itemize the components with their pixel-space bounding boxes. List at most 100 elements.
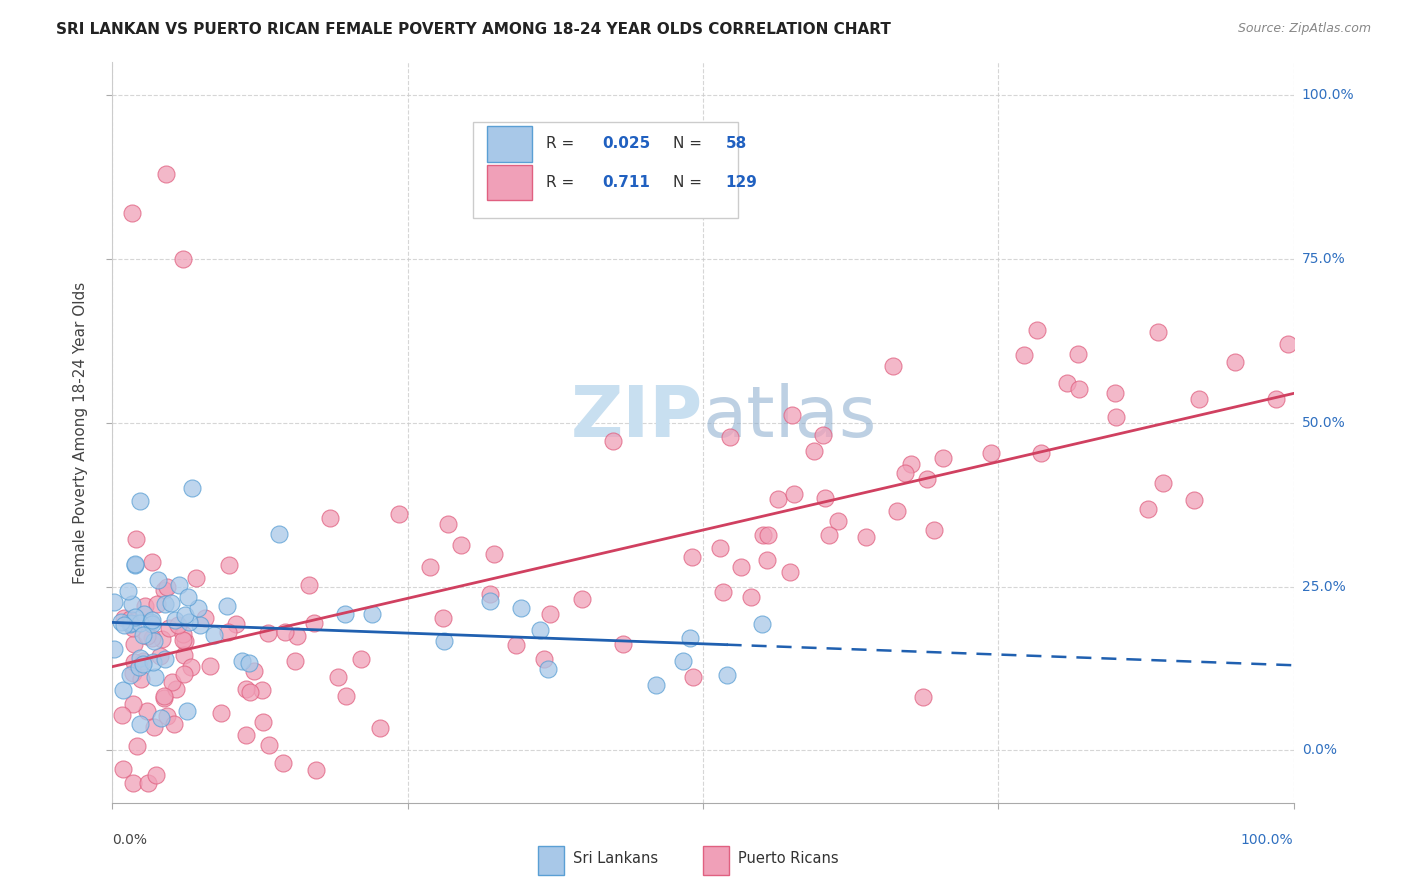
Point xyxy=(121,206,143,220)
Point xyxy=(172,627,194,641)
Point xyxy=(751,616,773,631)
Point xyxy=(142,634,165,648)
Point xyxy=(111,707,134,722)
Point xyxy=(141,555,163,569)
Point xyxy=(533,652,555,666)
Point xyxy=(1067,347,1090,361)
Point xyxy=(1067,382,1090,396)
Point xyxy=(145,768,167,782)
Point xyxy=(198,658,221,673)
Point xyxy=(194,611,217,625)
FancyBboxPatch shape xyxy=(486,126,531,161)
Point xyxy=(165,681,187,696)
Point xyxy=(818,527,841,541)
Point xyxy=(112,611,135,625)
Point xyxy=(120,617,142,632)
Point xyxy=(252,715,274,730)
Point xyxy=(129,672,152,686)
Text: 58: 58 xyxy=(725,136,747,152)
Point xyxy=(135,629,157,643)
Point xyxy=(121,666,143,681)
Point xyxy=(779,565,801,579)
Point xyxy=(285,629,308,643)
FancyBboxPatch shape xyxy=(486,165,531,200)
Point xyxy=(124,557,146,571)
Text: 100.0%: 100.0% xyxy=(1302,88,1354,103)
Point xyxy=(350,652,373,666)
Point xyxy=(231,654,253,668)
Point xyxy=(1136,502,1159,516)
Point xyxy=(235,681,257,696)
Text: 50.0%: 50.0% xyxy=(1302,416,1346,430)
FancyBboxPatch shape xyxy=(703,847,728,875)
Point xyxy=(370,721,392,735)
Point xyxy=(388,507,411,521)
Point xyxy=(150,632,173,647)
Point xyxy=(912,690,935,705)
Point xyxy=(217,625,239,640)
Point xyxy=(302,615,325,630)
Point xyxy=(122,698,145,712)
Text: SRI LANKAN VS PUERTO RICAN FEMALE POVERTY AMONG 18-24 YEAR OLDS CORRELATION CHAR: SRI LANKAN VS PUERTO RICAN FEMALE POVERT… xyxy=(56,22,891,37)
Point xyxy=(886,504,908,518)
FancyBboxPatch shape xyxy=(472,121,738,218)
Point xyxy=(894,466,917,480)
Point xyxy=(150,711,173,725)
Text: 75.0%: 75.0% xyxy=(1302,252,1346,266)
Point xyxy=(298,577,321,591)
Text: R =: R = xyxy=(546,175,583,190)
Point xyxy=(138,776,160,790)
Point xyxy=(335,607,357,622)
Point xyxy=(134,599,156,613)
Point xyxy=(159,596,181,610)
Point xyxy=(172,252,194,266)
Point xyxy=(176,704,198,718)
Point xyxy=(756,553,779,567)
Point xyxy=(432,610,454,624)
Point xyxy=(1182,493,1205,508)
Point xyxy=(1105,409,1128,424)
Point xyxy=(1265,392,1288,406)
Point xyxy=(510,601,533,615)
Point xyxy=(602,434,624,448)
Point xyxy=(1056,376,1078,390)
Point xyxy=(172,633,194,648)
Point xyxy=(1012,348,1035,362)
Point xyxy=(139,615,162,629)
Point xyxy=(1225,355,1247,369)
Point xyxy=(538,607,561,622)
Point xyxy=(156,709,179,723)
Point xyxy=(900,457,922,471)
Point xyxy=(146,598,169,612)
Point xyxy=(128,660,150,674)
Point xyxy=(153,691,176,706)
Point xyxy=(163,613,186,627)
Point xyxy=(711,585,734,599)
Point xyxy=(882,359,904,373)
Point xyxy=(450,538,472,552)
Point xyxy=(122,621,145,635)
Point xyxy=(152,689,174,703)
Point xyxy=(202,627,225,641)
Point xyxy=(814,491,837,505)
Point xyxy=(129,616,152,631)
Point xyxy=(478,594,501,608)
Text: atlas: atlas xyxy=(703,384,877,452)
Point xyxy=(120,612,142,626)
Point xyxy=(360,607,382,621)
Point xyxy=(167,617,190,632)
Point xyxy=(157,621,180,635)
Point xyxy=(682,670,704,684)
Text: N =: N = xyxy=(673,136,707,152)
Point xyxy=(124,637,146,651)
Point xyxy=(173,634,195,648)
Point xyxy=(1147,325,1170,339)
Text: 129: 129 xyxy=(725,175,758,190)
Point xyxy=(142,655,165,669)
Point xyxy=(141,613,163,627)
Text: ZIP: ZIP xyxy=(571,384,703,452)
Point xyxy=(482,547,505,561)
Point xyxy=(250,683,273,698)
Point xyxy=(187,601,209,615)
Point xyxy=(180,481,202,495)
